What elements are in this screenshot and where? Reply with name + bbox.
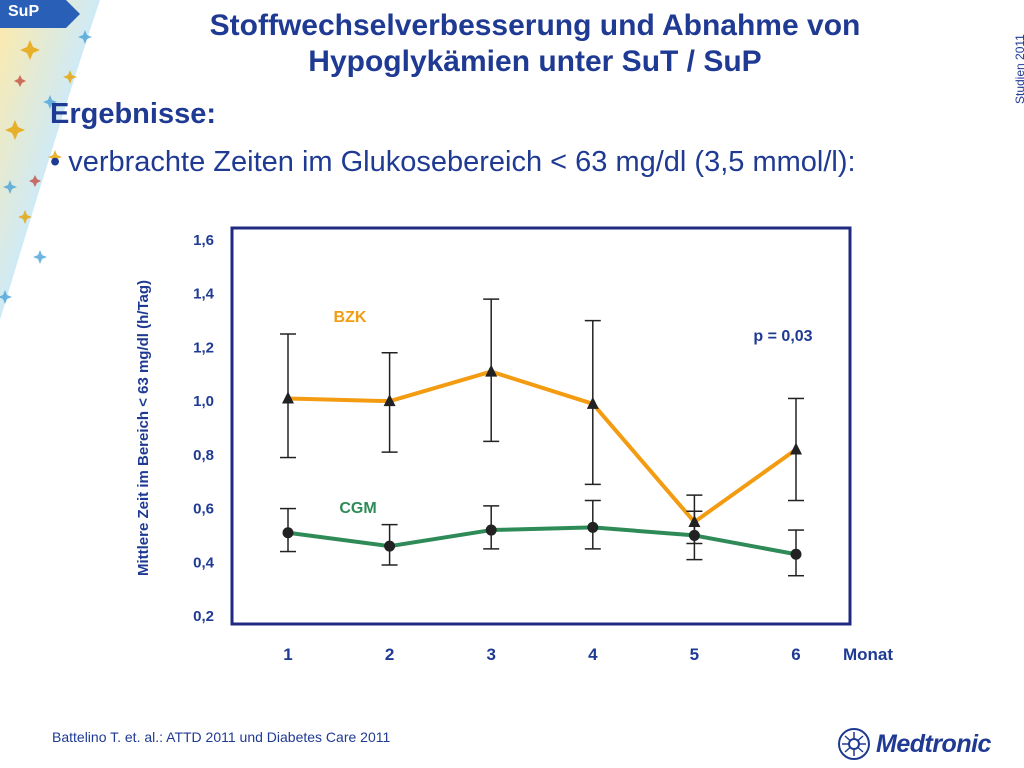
bzk-series-label: BZK — [334, 309, 367, 326]
bzk-point — [282, 391, 294, 404]
x-tick-label: 4 — [588, 645, 598, 664]
y-tick-label: 0,6 — [193, 501, 214, 518]
y-tick-label: 0,4 — [193, 554, 215, 571]
y-tick-label: 1,2 — [193, 339, 214, 356]
bzk-point — [586, 396, 599, 409]
p-value-annotation: p = 0,03 — [753, 328, 812, 345]
tag-arrow-shape — [0, 0, 80, 28]
title-line-1: Stoffwechselverbesserung und Abnahme von — [209, 9, 861, 42]
bzk-point — [790, 442, 802, 455]
x-tick-label: 3 — [486, 645, 495, 664]
x-axis-label: Monat — [843, 645, 893, 664]
x-tick-label: 1 — [283, 645, 292, 664]
bzk-point — [485, 364, 498, 377]
y-tick-label: 0,8 — [193, 447, 214, 464]
x-tick-label: 5 — [690, 645, 699, 664]
cgm-point — [485, 524, 497, 536]
logo-text: Medtronic — [876, 730, 991, 758]
cgm-series-label: CGM — [339, 500, 376, 517]
bzk-point — [383, 394, 396, 407]
x-tick-label: 2 — [385, 645, 394, 664]
tag-label: SuP — [8, 3, 40, 20]
side-label: Studien 2011 — [1013, 34, 1024, 104]
cgm-point — [282, 527, 294, 539]
hypoglycemia-chart: 0,2 0,4 0,6 0,8 1,0 1,2 1,4 1,6 1 2 3 4 5 6 Monat Mittl… — [135, 226, 893, 664]
y-tick-label: 0,2 — [193, 608, 214, 625]
medtronic-logo-icon — [838, 728, 870, 760]
bzk-series-line — [287, 369, 798, 524]
x-tick-label: 6 — [791, 645, 800, 664]
y-tick-label: 1,4 — [193, 286, 215, 303]
decorative-sparkle-pattern — [0, 0, 100, 320]
medtronic-logo: Medtronic — [836, 726, 1021, 762]
cgm-series-line — [287, 525, 797, 557]
bullet-text: • verbrachte Zeiten im Glukosebereich < … — [50, 146, 856, 178]
cgm-point — [790, 548, 802, 560]
cgm-point — [688, 529, 700, 541]
y-axis-label: Mittlere Zeit im Bereich < 63 mg/dl (h/T… — [135, 280, 152, 576]
title-line-2: Hypoglykämien unter SuT / SuP — [308, 45, 762, 78]
section-tag: SuP — [0, 0, 80, 28]
cgm-point — [384, 540, 396, 552]
page-title: Stoffwechselverbesserung und Abnahme von… — [140, 8, 930, 80]
plot-frame — [230, 226, 852, 626]
results-heading: Ergebnisse: — [50, 98, 216, 130]
y-tick-label: 1,6 — [193, 232, 214, 249]
citation: Battelino T. et. al.: ATTD 2011 und Diab… — [52, 729, 391, 745]
y-tick-label: 1,0 — [193, 393, 214, 410]
cgm-point — [587, 521, 599, 533]
